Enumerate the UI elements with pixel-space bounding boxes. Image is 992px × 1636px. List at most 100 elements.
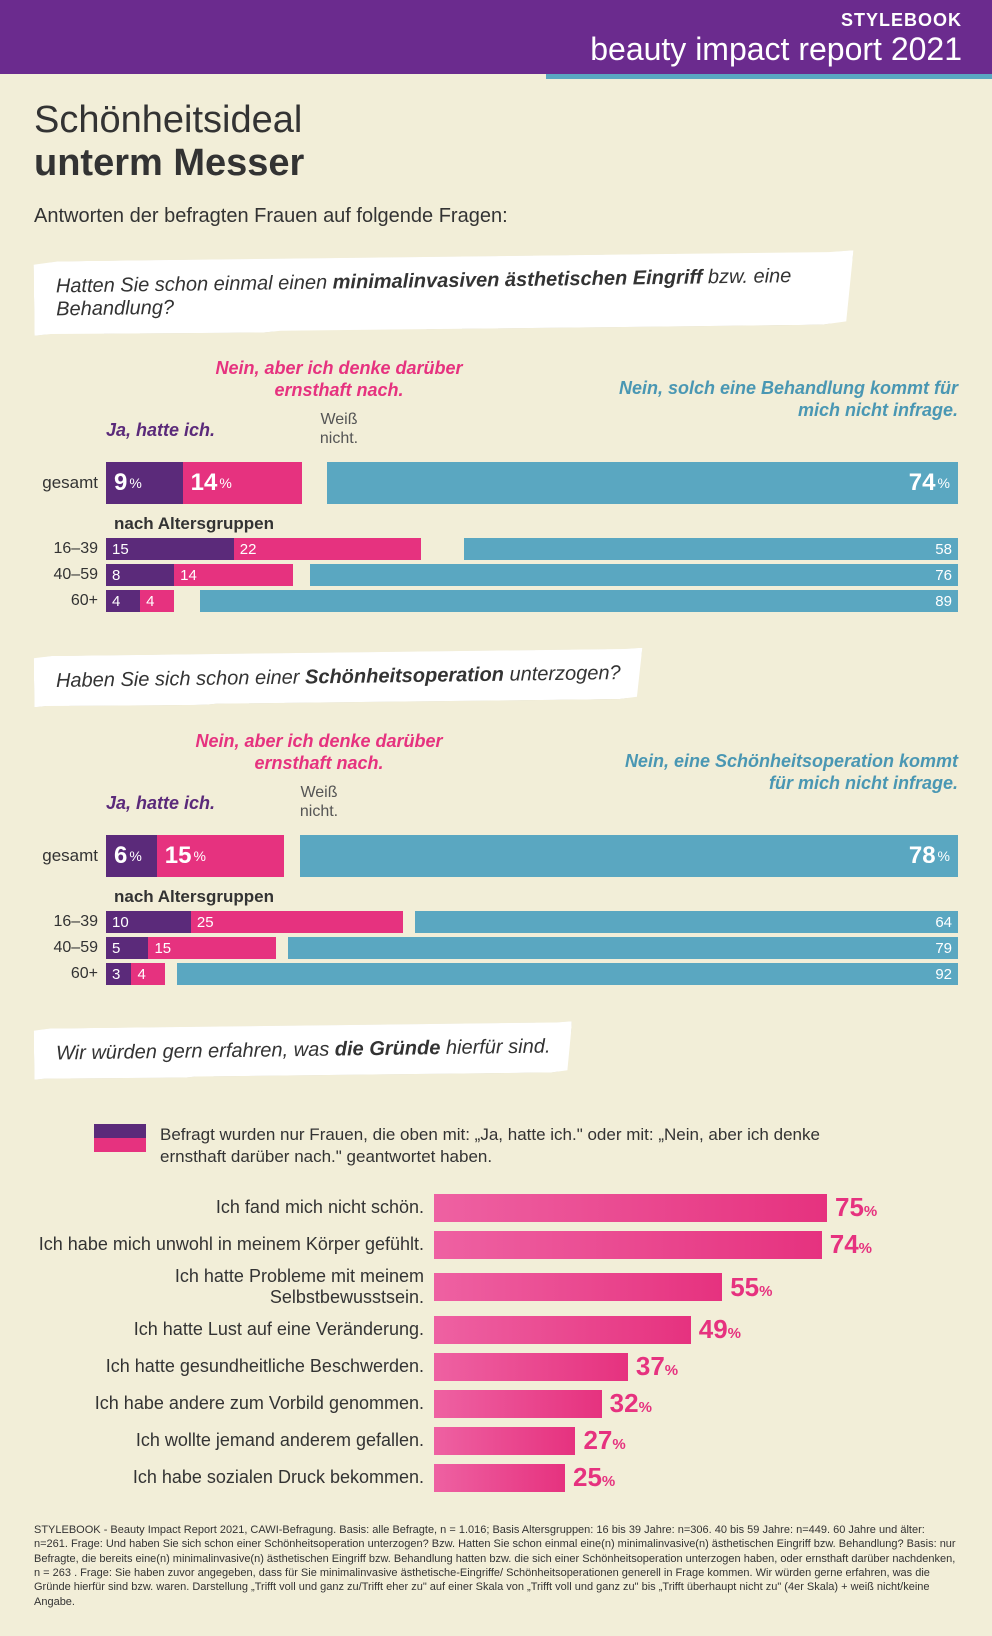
reason-row: Ich wollte jemand anderem gefallen. 27%: [34, 1425, 958, 1456]
seg-no: 64: [415, 911, 958, 933]
reason-bar-wrap: 55%: [434, 1272, 958, 1303]
reason-value: 25%: [573, 1462, 615, 1493]
reason-bar: [434, 1427, 575, 1455]
seg-no: 78%: [300, 835, 958, 877]
bar-track: 10 25 64: [106, 911, 958, 933]
header-banner: STYLEBOOK beauty impact report 2021: [0, 0, 992, 74]
reason-bar-wrap: 32%: [434, 1388, 958, 1419]
q2-subhead: nach Altersgruppen: [114, 887, 958, 907]
label-dk: Weiß nicht.: [304, 410, 374, 448]
row-label: 60+: [34, 592, 106, 610]
seg-thinking: 4: [140, 590, 174, 612]
reason-bar-wrap: 25%: [434, 1462, 958, 1493]
bar-track: 8 14 76: [106, 564, 958, 586]
reason-row: Ich hatte Probleme mit meinem Selbstbewu…: [34, 1266, 958, 1308]
label-thinking: Nein, aber ich denke darüber ernsthaft n…: [214, 358, 464, 401]
bar-row-total: gesamt 6% 15% 78%: [34, 835, 958, 877]
label-no: Nein, solch eine Behandlung kommt für mi…: [618, 378, 958, 421]
reason-label: Ich wollte jemand anderem gefallen.: [34, 1430, 434, 1451]
seg-thinking: 14%: [183, 462, 302, 504]
q3-legend: Befragt wurden nur Frauen, die oben mit:…: [94, 1124, 958, 1168]
seg-no: 89: [200, 590, 958, 612]
label-yes: Ja, hatte ich.: [106, 420, 215, 442]
reason-bar: [434, 1464, 565, 1492]
reason-label: Ich hatte gesundheitliche Beschwerden.: [34, 1356, 434, 1377]
reason-row: Ich hatte gesundheitliche Beschwerden. 3…: [34, 1351, 958, 1382]
legend-text: Befragt wurden nur Frauen, die oben mit:…: [160, 1124, 860, 1168]
reason-label: Ich hatte Lust auf eine Veränderung.: [34, 1319, 434, 1340]
q2-total-bar: gesamt 6% 15% 78%: [34, 835, 958, 877]
reason-value: 49%: [699, 1314, 741, 1345]
row-label: 16–39: [34, 540, 106, 558]
reason-row: Ich fand mich nicht schön. 75%: [34, 1192, 958, 1223]
question-card-1: Hatten Sie schon einmal einen minimalinv…: [34, 250, 855, 335]
row-label: 40–59: [34, 939, 106, 957]
row-label: gesamt: [34, 846, 106, 866]
seg-dk: [174, 590, 200, 612]
reason-bar-wrap: 75%: [434, 1192, 958, 1223]
brand-label: STYLEBOOK: [30, 10, 962, 31]
row-label: 60+: [34, 965, 106, 983]
seg-yes: 5: [106, 937, 148, 959]
bar-track: 9% 14% 74%: [106, 462, 958, 504]
row-label: 16–39: [34, 913, 106, 931]
seg-yes: 3: [106, 963, 131, 985]
seg-dk: [403, 911, 415, 933]
reason-bar-wrap: 27%: [434, 1425, 958, 1456]
row-label: gesamt: [34, 473, 106, 493]
seg-yes: 8: [106, 564, 174, 586]
seg-dk: [284, 835, 300, 877]
seg-no: 74%: [327, 462, 957, 504]
bar-track: 5 15 79: [106, 937, 958, 959]
seg-yes: 6%: [106, 835, 157, 877]
seg-thinking: 15: [148, 937, 275, 959]
reason-label: Ich fand mich nicht schön.: [34, 1197, 434, 1218]
reason-value: 32%: [610, 1388, 652, 1419]
reason-bar-wrap: 37%: [434, 1351, 958, 1382]
reason-label: Ich hatte Probleme mit meinem Selbstbewu…: [34, 1266, 434, 1308]
page-title: Schönheitsideal unterm Messer: [34, 99, 958, 185]
title-line-1: Schönheitsideal: [34, 99, 302, 141]
reason-label: Ich habe andere zum Vorbild genommen.: [34, 1393, 434, 1414]
q2-answer-labels: Nein, aber ich denke darüber ernsthaft n…: [34, 731, 958, 831]
q2-age-bars: 16–39 10 25 64 40–59 5 15 79 60+ 3 4 92: [34, 911, 958, 985]
reason-label: Ich habe mich unwohl in meinem Körper ge…: [34, 1234, 434, 1255]
bar-track: 3 4 92: [106, 963, 958, 985]
seg-no: 92: [177, 963, 958, 985]
bar-row-total: gesamt 9% 14% 74%: [34, 462, 958, 504]
reason-label: Ich habe sozialen Druck bekommen.: [34, 1467, 434, 1488]
bar-row-age: 60+ 3 4 92: [34, 963, 958, 985]
seg-yes: 15: [106, 538, 234, 560]
seg-dk: [421, 538, 464, 560]
reason-value: 27%: [583, 1425, 625, 1456]
bar-track: 15 22 58: [106, 538, 958, 560]
bar-track: 6% 15% 78%: [106, 835, 958, 877]
reasons-chart: Ich fand mich nicht schön. 75% Ich habe …: [34, 1192, 958, 1493]
question-card-3: Wir würden gern erfahren, was die Gründe…: [34, 1021, 573, 1080]
seg-no: 58: [464, 538, 958, 560]
reason-bar-wrap: 49%: [434, 1314, 958, 1345]
reason-value: 75%: [835, 1192, 877, 1223]
bar-track: 4 4 89: [106, 590, 958, 612]
question-card-2: Haben Sie sich schon einer Schönheitsope…: [34, 648, 643, 707]
reason-bar: [434, 1316, 691, 1344]
reason-bar: [434, 1194, 827, 1222]
reason-value: 74%: [830, 1229, 872, 1260]
seg-no: 76: [310, 564, 958, 586]
bar-row-age: 40–59 5 15 79: [34, 937, 958, 959]
reason-row: Ich hatte Lust auf eine Veränderung. 49%: [34, 1314, 958, 1345]
q1-answer-labels: Nein, aber ich denke darüber ernsthaft n…: [34, 358, 958, 458]
seg-dk: [276, 937, 288, 959]
label-no: Nein, eine Schönheitsoperation kommt für…: [618, 751, 958, 794]
reason-bar-wrap: 74%: [434, 1229, 958, 1260]
seg-dk: [165, 963, 177, 985]
label-dk: Weiß nicht.: [284, 783, 354, 821]
title-line-2: unterm Messer: [34, 142, 304, 184]
row-label: 40–59: [34, 566, 106, 584]
report-title: beauty impact report 2021: [30, 31, 962, 68]
bar-row-age: 16–39 10 25 64: [34, 911, 958, 933]
seg-yes: 9%: [106, 462, 183, 504]
reason-value: 55%: [730, 1272, 772, 1303]
bar-row-age: 60+ 4 4 89: [34, 590, 958, 612]
reason-bar: [434, 1390, 602, 1418]
